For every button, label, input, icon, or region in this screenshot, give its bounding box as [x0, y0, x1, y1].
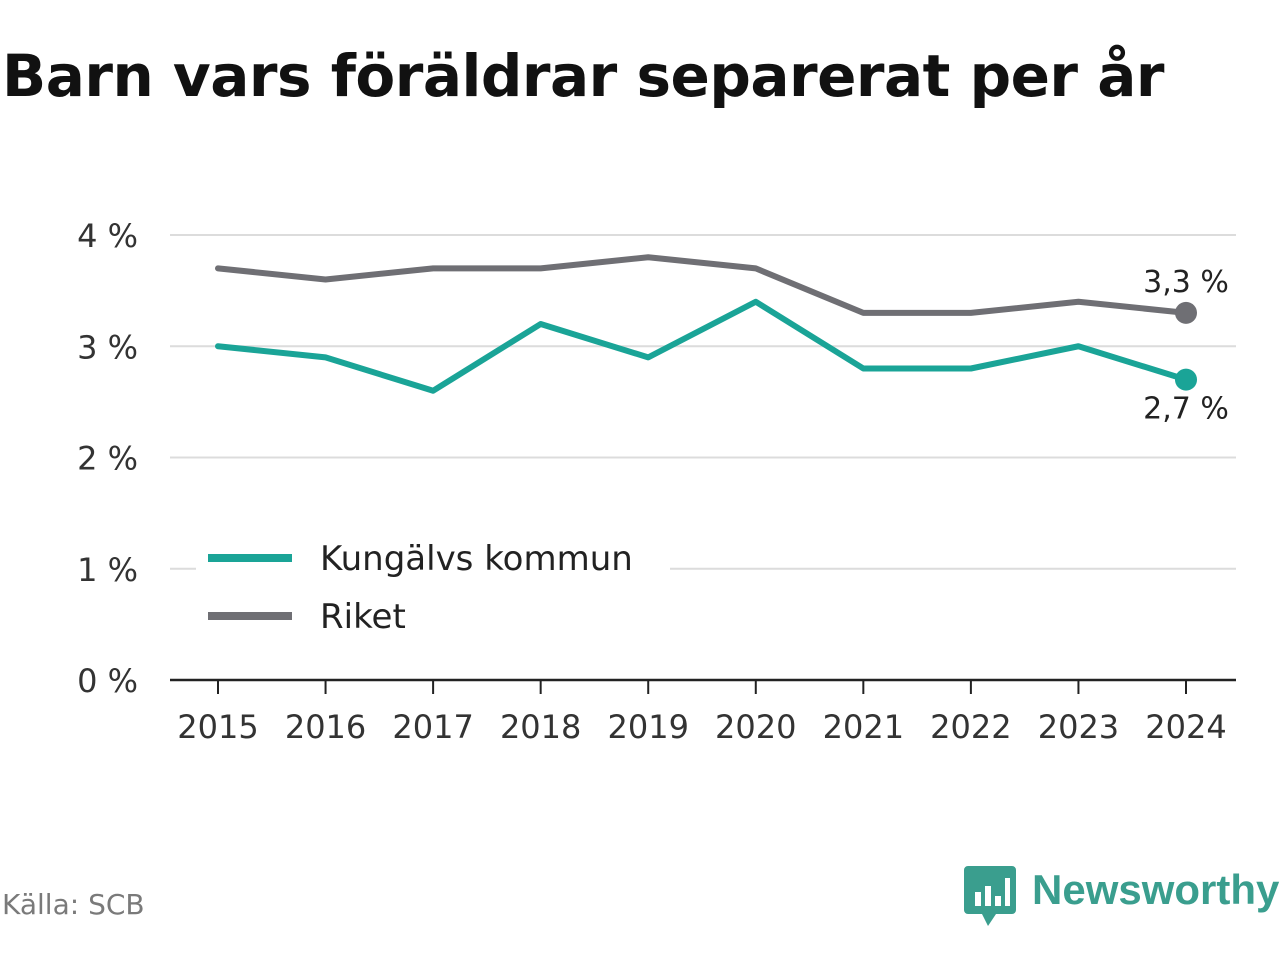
y-tick-label: 4 % — [77, 217, 138, 255]
end-point — [1175, 368, 1197, 391]
x-tick-label: 2022 — [930, 708, 1011, 746]
y-tick-label: 2 % — [77, 440, 138, 478]
x-tick-label: 2015 — [177, 708, 258, 746]
x-tick-label: 2019 — [608, 708, 689, 746]
legend: Kungälvs kommun Riket — [196, 530, 670, 654]
y-axis-ticks: 0 % 1 % 2 % 3 % 4 % — [77, 217, 138, 700]
chart-bubble-icon — [964, 866, 1016, 926]
legend-label: Kungälvs kommun — [320, 539, 633, 579]
y-tick-label: 0 % — [77, 662, 138, 700]
x-tick-label: 2024 — [1145, 708, 1226, 746]
x-tick-label: 2020 — [715, 708, 796, 746]
series-lines — [215, 254, 1197, 394]
source-note: Källa: SCB — [2, 888, 145, 921]
chart-title: Barn vars föräldrar separerat per år — [2, 42, 1164, 110]
x-tick-label: 2023 — [1038, 708, 1119, 746]
x-tick-label: 2017 — [392, 708, 473, 746]
x-tick-label: 2016 — [285, 708, 366, 746]
y-tick-label: 1 % — [77, 551, 138, 589]
x-tick-label: 2018 — [500, 708, 581, 746]
y-tick-label: 3 % — [77, 328, 138, 366]
series-line — [215, 298, 1189, 394]
brand-name: Newsworthy — [1032, 866, 1280, 913]
end-point — [1175, 301, 1197, 324]
end-label: 2,7 % — [1143, 392, 1229, 427]
x-tick-label: 2021 — [823, 708, 904, 746]
line-chart: 0 % 1 % 2 % 3 % 4 % 2015 2016 2017 2018 2019 2020… — [77, 217, 1236, 746]
legend-label: Riket — [320, 597, 406, 637]
series-line — [215, 254, 1189, 316]
end-label: 3,3 % — [1143, 265, 1229, 300]
gridlines — [170, 234, 1236, 570]
legend-background — [196, 530, 670, 654]
end-labels: 2,7 % 3,3 % — [1143, 265, 1229, 427]
x-axis: 2015 2016 2017 2018 2019 2020 2021 2022 2023 2024 — [170, 678, 1236, 746]
